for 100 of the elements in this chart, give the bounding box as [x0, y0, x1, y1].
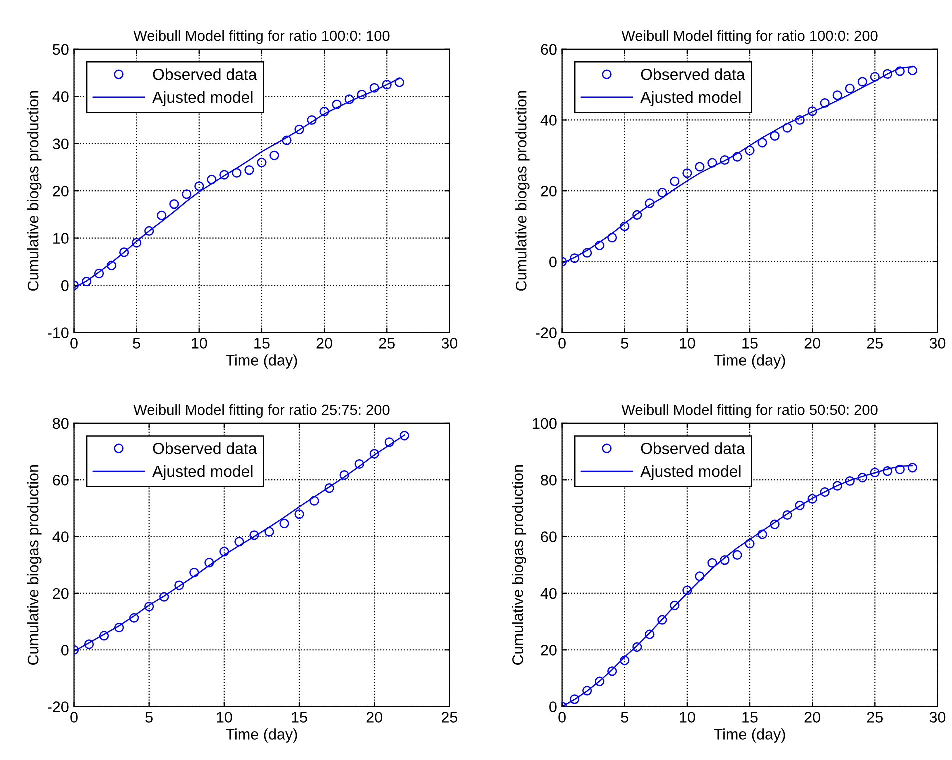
point	[204, 558, 214, 568]
y-axis-title: Cumulative biogas production	[516, 91, 530, 291]
point	[732, 152, 742, 162]
point	[732, 550, 742, 560]
point	[190, 568, 200, 578]
point	[882, 466, 892, 476]
y-tick-label: 10	[54, 233, 69, 244]
point	[782, 510, 792, 520]
point	[908, 463, 918, 473]
point	[708, 558, 718, 568]
x-tick-label: 30	[930, 712, 946, 723]
point	[845, 84, 855, 94]
point	[220, 547, 230, 557]
point	[160, 592, 170, 602]
legend-label: Observed data	[153, 442, 258, 454]
point	[120, 248, 130, 258]
point	[658, 615, 668, 625]
point	[570, 254, 580, 264]
y-tick-label: 0	[61, 280, 69, 292]
point	[582, 686, 592, 696]
x-tick-label: 0	[558, 712, 566, 723]
point	[845, 476, 855, 486]
x-tick-label: 0	[558, 338, 566, 349]
x-axis-title: Time (day)	[714, 354, 786, 369]
point	[682, 586, 692, 596]
point	[595, 240, 605, 250]
point	[808, 494, 818, 504]
point	[582, 248, 592, 258]
point	[170, 200, 180, 210]
x-tick-label: 0	[70, 338, 78, 349]
y-tick-label: 0	[550, 256, 557, 268]
point	[758, 530, 768, 540]
chart-title: Weibull Model fitting for ratio 25:75: 200	[134, 404, 390, 418]
x-tick-label: 10	[680, 712, 696, 723]
x-tick-label: 10	[217, 712, 232, 723]
point	[294, 510, 304, 520]
point	[157, 210, 167, 220]
y-tick-label: 40	[52, 91, 69, 102]
y-tick-label: 20	[541, 644, 557, 656]
y-tick-label: 40	[52, 532, 69, 542]
point	[745, 539, 755, 549]
point	[808, 106, 818, 116]
point	[720, 556, 730, 566]
y-tick-label: 60	[53, 474, 69, 486]
x-tick-label: 25	[867, 338, 884, 349]
y-tick-label: 30	[52, 138, 69, 150]
x-tick-label: 5	[621, 338, 628, 349]
point	[670, 176, 680, 186]
y-tick-label: 60	[541, 44, 557, 56]
point	[708, 158, 718, 168]
point	[820, 488, 830, 498]
point	[658, 188, 668, 198]
point	[280, 518, 290, 529]
point	[144, 226, 154, 236]
y-tick-label: 0	[550, 702, 557, 712]
point	[682, 168, 692, 178]
point	[282, 136, 292, 146]
y-tick-label: 0	[61, 644, 69, 656]
point	[400, 431, 410, 441]
y-axis-title: Cumulative biogas production	[512, 465, 526, 665]
point	[720, 155, 730, 166]
point	[270, 150, 280, 160]
point	[870, 468, 880, 478]
chart-title: Weibull Model fitting for ratio 100:0: 100	[134, 30, 390, 44]
point	[832, 481, 842, 491]
point	[908, 66, 918, 76]
point	[620, 222, 630, 232]
point	[357, 90, 367, 100]
point	[294, 124, 304, 134]
point	[858, 473, 868, 483]
point	[207, 174, 217, 185]
x-tick-label: 15	[742, 338, 758, 349]
x-tick-label: 10	[680, 338, 696, 349]
legend-label: Ajusted model	[640, 91, 741, 106]
point	[234, 537, 244, 547]
point	[670, 600, 680, 610]
point	[310, 496, 320, 506]
point	[244, 166, 254, 176]
point	[382, 80, 392, 90]
x-tick-label: 20	[366, 712, 382, 723]
legend-label: Ajusted model	[152, 91, 253, 106]
y-tick-label: 50	[53, 44, 69, 56]
point	[632, 642, 642, 652]
point	[895, 464, 905, 474]
point	[895, 66, 905, 76]
legend-label: Observed data	[641, 442, 746, 454]
legend-label: Ajusted model	[640, 465, 741, 480]
x-tick-label: 15	[742, 712, 758, 723]
y-tick-label: 40	[540, 588, 557, 600]
y-tick-label: 20	[541, 186, 557, 197]
point	[174, 580, 184, 590]
point	[220, 170, 230, 180]
point	[232, 168, 242, 178]
point	[645, 198, 655, 208]
point	[324, 484, 334, 494]
y-tick-label: -20	[48, 702, 69, 712]
x-tick-label: 0	[70, 712, 78, 723]
point	[307, 115, 317, 126]
x-tick-label: 5	[133, 338, 140, 349]
x-tick-label: 25	[442, 712, 458, 723]
